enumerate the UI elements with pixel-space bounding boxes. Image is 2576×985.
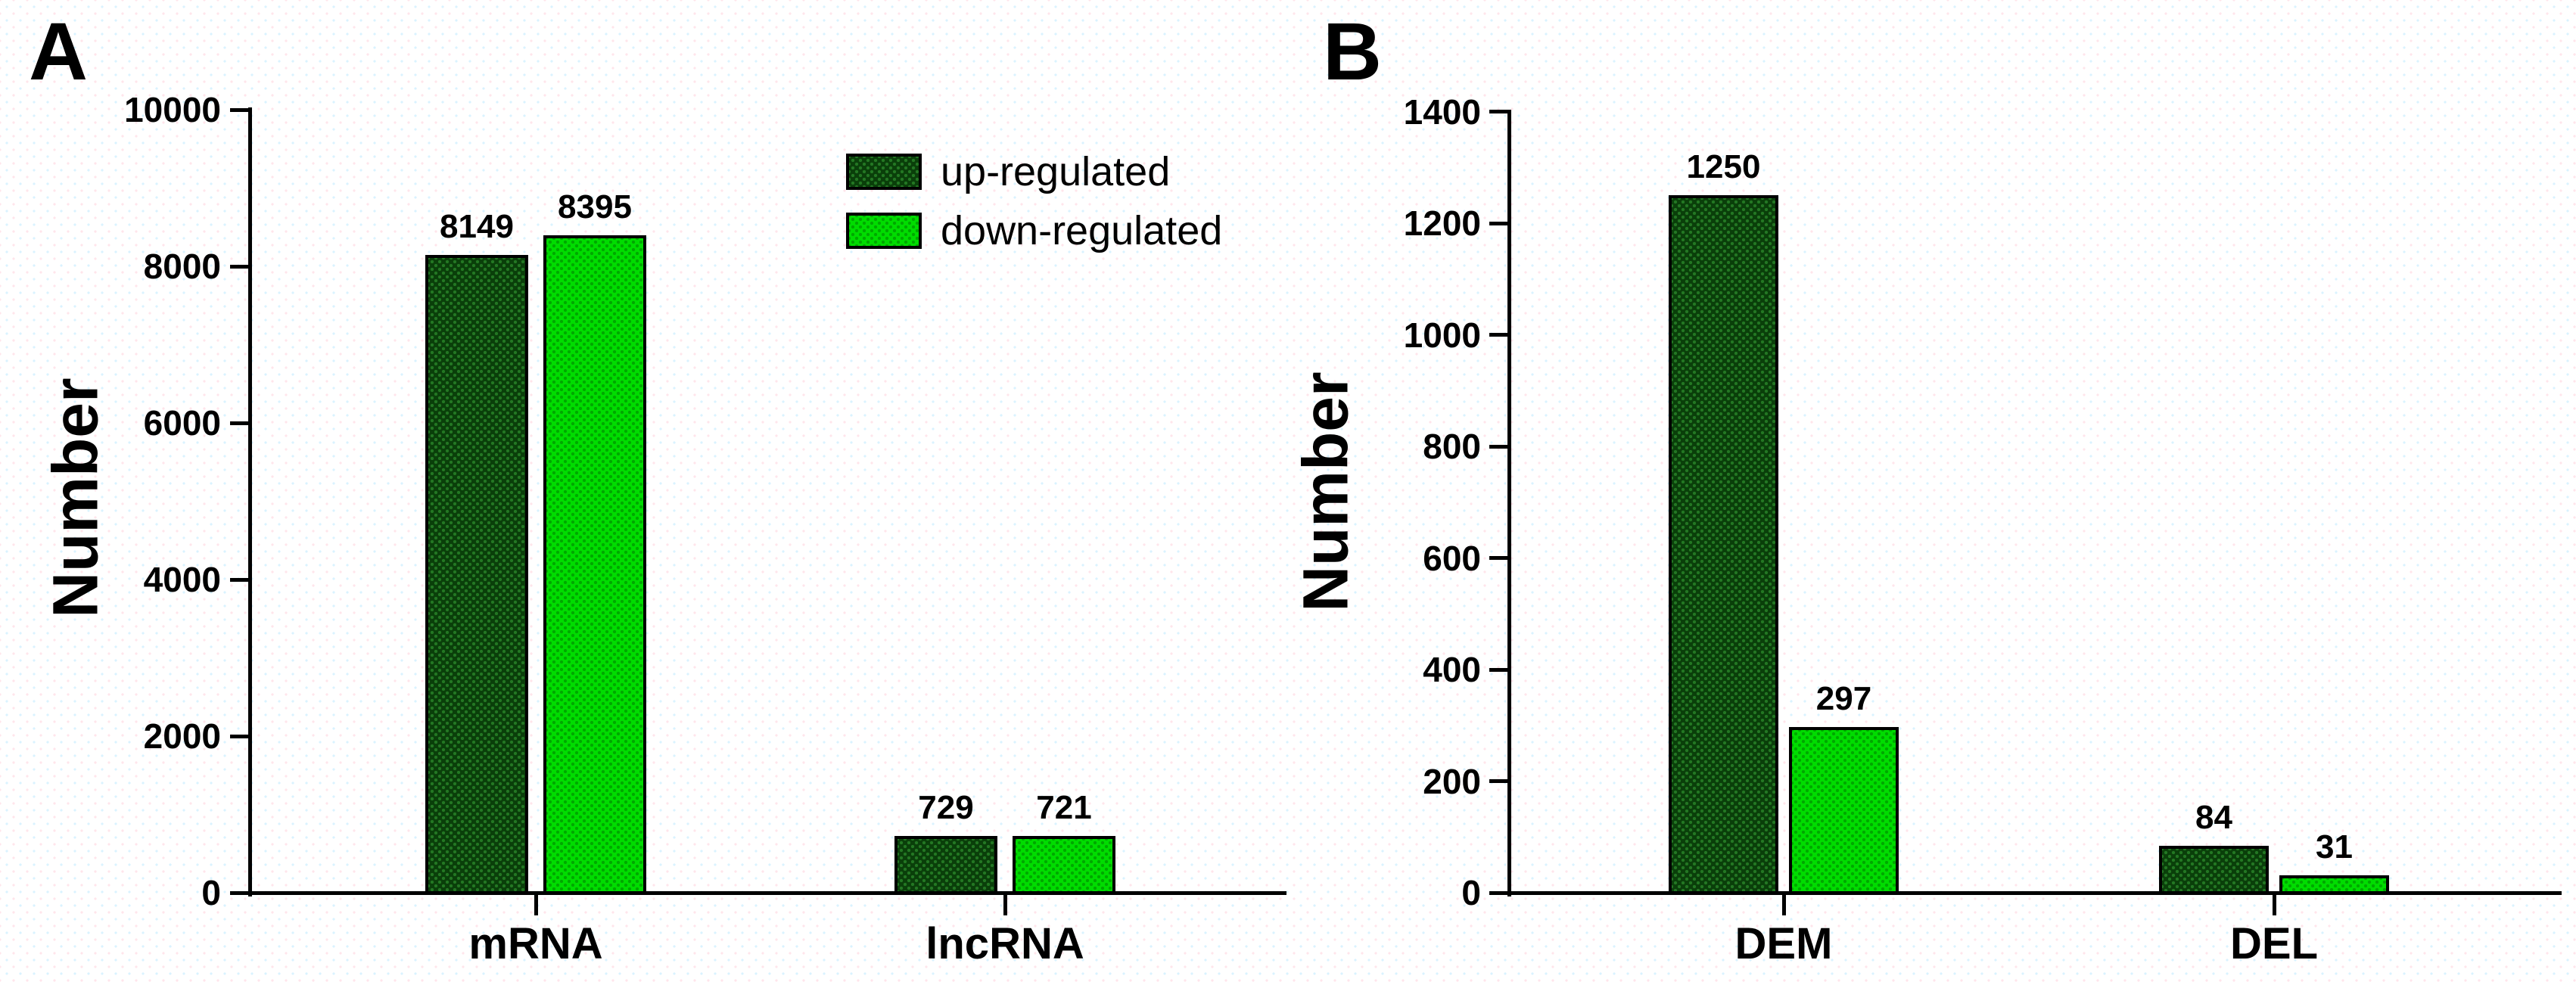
bar-value-label-lncRNA-down-regulated: 721 <box>1036 789 1092 827</box>
panel-b-y-tick <box>1489 221 1509 225</box>
panel-a-x-tick <box>534 894 538 915</box>
legend: up-regulated down-regulated <box>846 149 1223 253</box>
bar-up-DEL <box>2159 846 2269 894</box>
panel-a-y-tick <box>230 577 250 582</box>
panel-b-y-tick <box>1489 444 1509 449</box>
bar-up-lncRNA <box>894 835 997 894</box>
panel-b-y-tick <box>1489 333 1509 337</box>
panel-b-y-tick <box>1489 556 1509 560</box>
panel-b-y-tick-label: 1000 <box>1403 315 1481 355</box>
panel-b-x-tick <box>1781 894 1786 915</box>
bar-down-DEM <box>1789 726 1899 894</box>
panel-a-y-tick-label: 6000 <box>143 403 221 443</box>
legend-label-up-regulated: up-regulated <box>941 149 1171 194</box>
panel-b-x-tick <box>2272 894 2276 915</box>
panel-a-y-tick-label: 2000 <box>143 716 221 756</box>
panel-a-letter: A <box>29 5 88 97</box>
bar-value-label-mRNA-up-regulated: 8149 <box>440 207 514 245</box>
panel-b-y-tick-label: 800 <box>1423 427 1481 466</box>
panel-b-letter: B <box>1323 5 1382 97</box>
bar-value-label-lncRNA-up-regulated: 729 <box>918 788 974 826</box>
panel-b-y-tick <box>1489 890 1509 895</box>
legend-label-down-regulated: down-regulated <box>941 208 1223 253</box>
panel-a-y-tick-label: 0 <box>201 873 221 912</box>
bar-value-label-DEM-up-regulated: 1250 <box>1686 148 1761 186</box>
panel-b-y-axis <box>1507 109 1511 896</box>
panel-b-y-tick <box>1489 779 1509 783</box>
panel-a-y-tick <box>230 107 250 112</box>
panel-b-x-axis <box>1507 891 2562 895</box>
bar-up-mRNA <box>425 254 528 894</box>
category-label-lncRNA: lncRNA <box>926 919 1084 968</box>
panel-b-y-tick-label: 1200 <box>1403 204 1481 243</box>
bar-up-DEM <box>1669 195 1778 894</box>
category-label-DEM: DEM <box>1734 919 1833 968</box>
legend-swatch-up-regulated <box>846 154 922 190</box>
panel-a-y-tick <box>230 421 250 425</box>
panel-a-y-tick <box>230 264 250 269</box>
bar-value-label-DEL-down-regulated: 31 <box>2316 828 2353 866</box>
panel-a-y-axis <box>248 107 252 896</box>
panel-b-y-tick-label: 200 <box>1423 761 1481 801</box>
panel-b-y-tick-label: 1400 <box>1403 92 1481 132</box>
panel-a-x-tick <box>1003 894 1007 915</box>
panel-a-y-tick-label: 4000 <box>143 560 221 599</box>
panel-b-y-tick <box>1489 667 1509 672</box>
bar-down-mRNA <box>543 235 646 894</box>
panel-a-y-tick-label: 10000 <box>124 90 221 129</box>
panel-b-y-tick-label: 400 <box>1423 650 1481 689</box>
bar-down-lncRNA <box>1013 836 1115 894</box>
panel-a-y-tick <box>230 890 250 895</box>
panel-a-x-axis <box>248 891 1286 895</box>
bar-value-label-DEM-down-regulated: 297 <box>1815 679 1872 717</box>
bar-value-label-mRNA-down-regulated: 8395 <box>558 188 632 226</box>
legend-item-down-regulated: down-regulated <box>846 208 1223 253</box>
category-label-mRNA: mRNA <box>468 919 603 968</box>
panel-b-y-tick-label: 0 <box>1461 873 1481 912</box>
bar-value-label-DEL-up-regulated: 84 <box>2195 799 2232 837</box>
panel-b-y-tick <box>1489 110 1509 113</box>
panel-a-y-tick <box>230 734 250 738</box>
category-label-DEL: DEL <box>2230 919 2318 968</box>
panel-a-y-tick-label: 8000 <box>143 247 221 286</box>
panel-b-y-tick-label: 600 <box>1423 538 1481 578</box>
legend-swatch-down-regulated <box>846 213 922 249</box>
legend-item-up-regulated: up-regulated <box>846 149 1222 194</box>
